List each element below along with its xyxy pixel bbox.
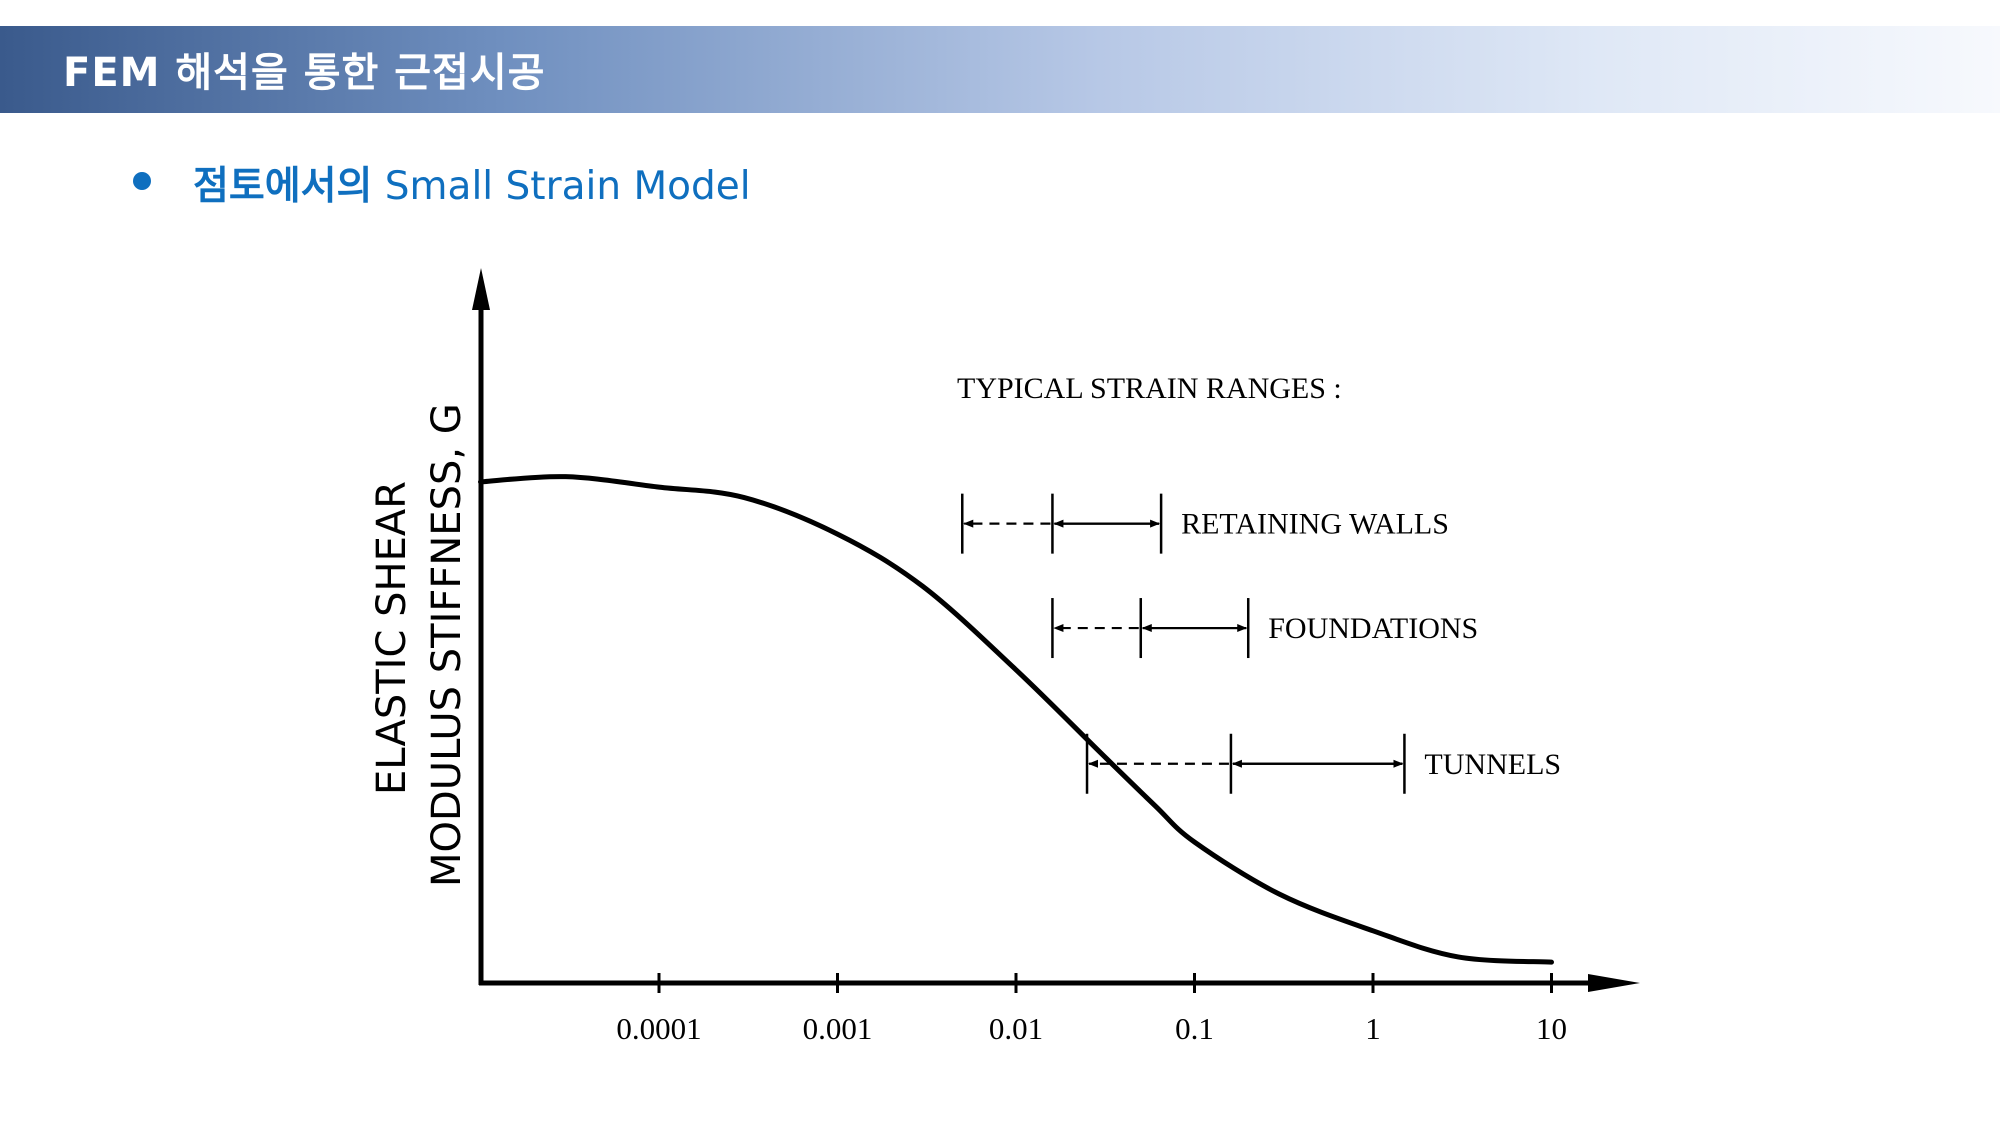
y-axis-arrow: [472, 268, 490, 310]
range-annotation-title: TYPICAL STRAIN RANGES :: [957, 372, 1342, 405]
x-ticks: 0.0001 0.001 0.01 0.1 1 10: [616, 973, 1567, 1046]
title-bar: [0, 26, 2000, 113]
section-title: 점토에서의 Small Strain Model: [193, 155, 751, 211]
range-tunnels: TUNNELS: [1085, 733, 1561, 794]
range-foundations: FOUNDATIONS: [1051, 598, 1478, 659]
shear-modulus-curve: [478, 474, 1554, 965]
section-title-korean: 점토에서의: [193, 164, 373, 209]
y-axis-label-line1: ELASTIC SHEAR: [369, 481, 415, 795]
x-tick-label: 10: [1536, 1011, 1567, 1046]
range-label: TUNNELS: [1424, 748, 1561, 781]
range-annotations: TYPICAL STRAIN RANGES : RETAINING WALLS FO…: [957, 372, 1561, 794]
x-tick-label: 1: [1365, 1011, 1381, 1046]
range-label: RETAINING WALLS: [1181, 508, 1449, 541]
page-title: FEM 해석을 통한 근접시공: [63, 50, 546, 96]
chart-axes: [472, 268, 1640, 992]
x-axis-arrow: [1588, 974, 1640, 992]
x-tick-label: 0.01: [989, 1011, 1043, 1046]
bullet-dot: [133, 172, 151, 190]
curve-group: [478, 474, 1554, 965]
y-axis-label-line2: MODULUS STIFFNESS, G: [424, 403, 470, 887]
x-tick-label: 0.0001: [616, 1011, 701, 1046]
section-title-english: Small Strain Model: [372, 164, 751, 209]
range-label: FOUNDATIONS: [1268, 612, 1478, 645]
x-tick-label: 0.1: [1175, 1011, 1214, 1046]
y-axis-label: ELASTIC SHEAR MODULUS STIFFNESS, G: [369, 403, 470, 887]
x-tick-label: 0.001: [803, 1011, 873, 1046]
range-retaining-walls: RETAINING WALLS: [961, 493, 1449, 554]
